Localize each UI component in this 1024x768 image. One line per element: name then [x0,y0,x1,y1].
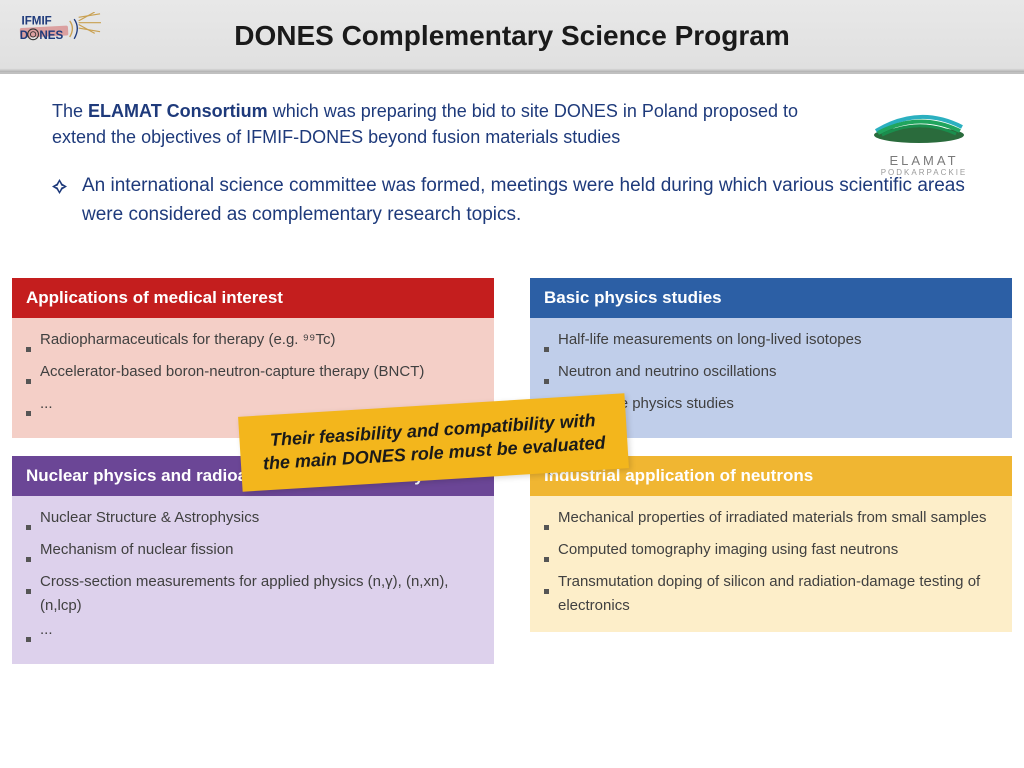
panel-title: Applications of medical interest [12,278,494,318]
square-bullet-icon [26,618,40,650]
panel-item: Transmutation doping of silicon and radi… [544,570,998,618]
svg-text:D: D [20,28,28,41]
panel-item-text: ... [40,618,53,650]
panel-item: Radiopharmaceuticals for therapy (e.g. ⁹… [26,328,480,360]
intro-text: The ELAMAT Consortium which was preparin… [52,98,994,150]
panel-title: Basic physics studies [530,278,1012,318]
diamond-bullet-icon [52,172,82,229]
square-bullet-icon [544,506,558,538]
square-bullet-icon [26,538,40,570]
panel-item-text: Computed tomography imaging using fast n… [558,538,898,570]
panel-item: Half-life measurements on long-lived iso… [544,328,998,360]
square-bullet-icon [544,360,558,392]
panel-item: Cross-section measurements for applied p… [26,570,480,618]
panel-item-text: Half-life measurements on long-lived iso… [558,328,861,360]
panel-item: Mechanism of nuclear fission [26,538,480,570]
panel-item-text: ... [40,392,53,424]
square-bullet-icon [26,506,40,538]
square-bullet-icon [26,392,40,424]
square-bullet-icon [26,570,40,618]
svg-text:IFMIF: IFMIF [22,14,52,27]
panel-item-text: Accelerator-based boron-neutron-capture … [40,360,424,392]
slide-header: IFMIF D NES DONES Complementary Science … [0,0,1024,74]
panel-item-text: Mechanical properties of irradiated mate… [558,506,987,538]
panel-item-text: Cross-section measurements for applied p… [40,570,480,618]
panel-item-text: Nuclear Structure & Astrophysics [40,506,259,538]
panel-item: ... [26,618,480,650]
panel-item-text: Mechanism of nuclear fission [40,538,233,570]
elamat-sub: PODKARPACKIE [854,168,994,177]
square-bullet-icon [26,328,40,360]
square-bullet-icon [544,328,558,360]
panel-item: Neutron and neutrino oscillations [544,360,998,392]
panel-item-text: Radiopharmaceuticals for therapy (e.g. ⁹… [40,328,335,360]
elamat-logo: ELAMAT PODKARPACKIE [854,98,994,177]
square-bullet-icon [544,538,558,570]
panel-item: Computed tomography imaging using fast n… [544,538,998,570]
panel-item-text: Transmutation doping of silicon and radi… [558,570,998,618]
elamat-name: ELAMAT [854,153,994,168]
square-bullet-icon [544,570,558,618]
panel-body: Mechanical properties of irradiated mate… [530,496,1012,632]
square-bullet-icon [26,360,40,392]
slide-title: DONES Complementary Science Program [110,20,1024,52]
svg-text:NES: NES [39,28,63,41]
bullet-text: An international science committee was f… [82,172,994,229]
panel-item: Mechanical properties of irradiated mate… [544,506,998,538]
panel-item: Accelerator-based boron-neutron-capture … [26,360,480,392]
panel-body: Nuclear Structure & AstrophysicsMechanis… [12,496,494,664]
panel-industrial: Industrial application of neutrons Mecha… [530,456,1012,664]
panel-item-text: Neutron and neutrino oscillations [558,360,776,392]
ifmif-dones-logo: IFMIF D NES [0,6,110,67]
panel-item: Nuclear Structure & Astrophysics [26,506,480,538]
bullet-point: An international science committee was f… [52,172,994,229]
